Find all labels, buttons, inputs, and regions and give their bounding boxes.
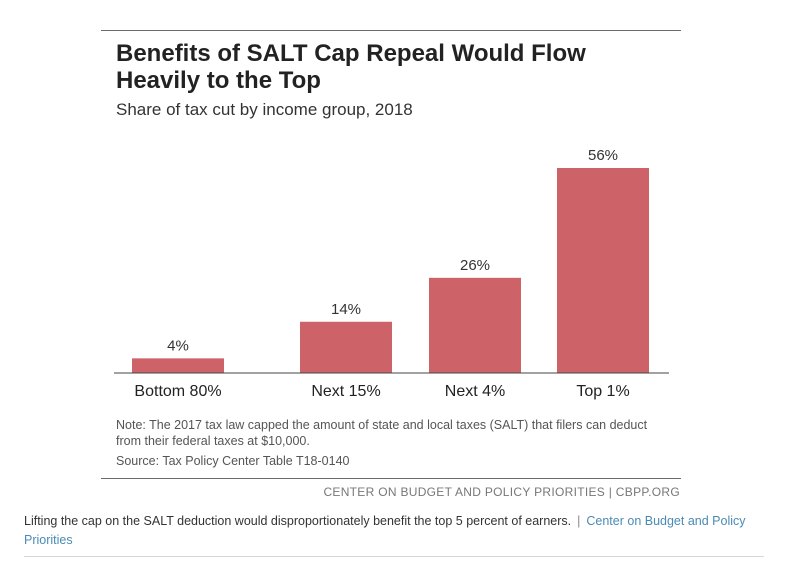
category-label-2: Next 4% [445, 383, 505, 400]
value-label-0: 4% [167, 337, 189, 354]
chart-title: Benefits of SALT Cap Repeal Would Flow H… [116, 40, 586, 94]
top-divider [101, 30, 681, 31]
bar-chart: 4% 14% 26% 56% Bottom 80% Next 15% Next 4% Top… [114, 147, 669, 400]
chart-subtitle: Share of tax cut by income group, 2018 [116, 100, 413, 119]
value-label-2: 26% [460, 257, 490, 274]
value-label-3: 56% [588, 147, 618, 164]
chart-source: Source: Tax Policy Center Table T18-0140 [116, 454, 350, 468]
caption-separator: | [577, 514, 581, 528]
bar-2 [429, 277, 521, 373]
category-label-3: Top 1% [576, 383, 629, 400]
bar-1 [300, 321, 392, 373]
chart-note: Note: The 2017 tax law capped the amount… [116, 418, 648, 448]
caption-text: Lifting the cap on the SALT deduction wo… [24, 514, 572, 528]
caption-divider [24, 556, 764, 557]
category-label-0: Bottom 80% [134, 383, 221, 400]
caption-source-link[interactable]: Center on Budget and Policy Priorities [24, 514, 746, 547]
bar-0 [132, 358, 224, 373]
value-label-1: 14% [331, 301, 361, 318]
chart-credit: CENTER ON BUDGET AND POLICY PRIORITIES |… [323, 485, 680, 499]
bottom-divider [101, 478, 681, 479]
bar-3 [557, 168, 649, 373]
image-caption: Lifting the cap on the SALT deduction wo… [24, 512, 764, 550]
category-label-1: Next 15% [311, 383, 380, 400]
